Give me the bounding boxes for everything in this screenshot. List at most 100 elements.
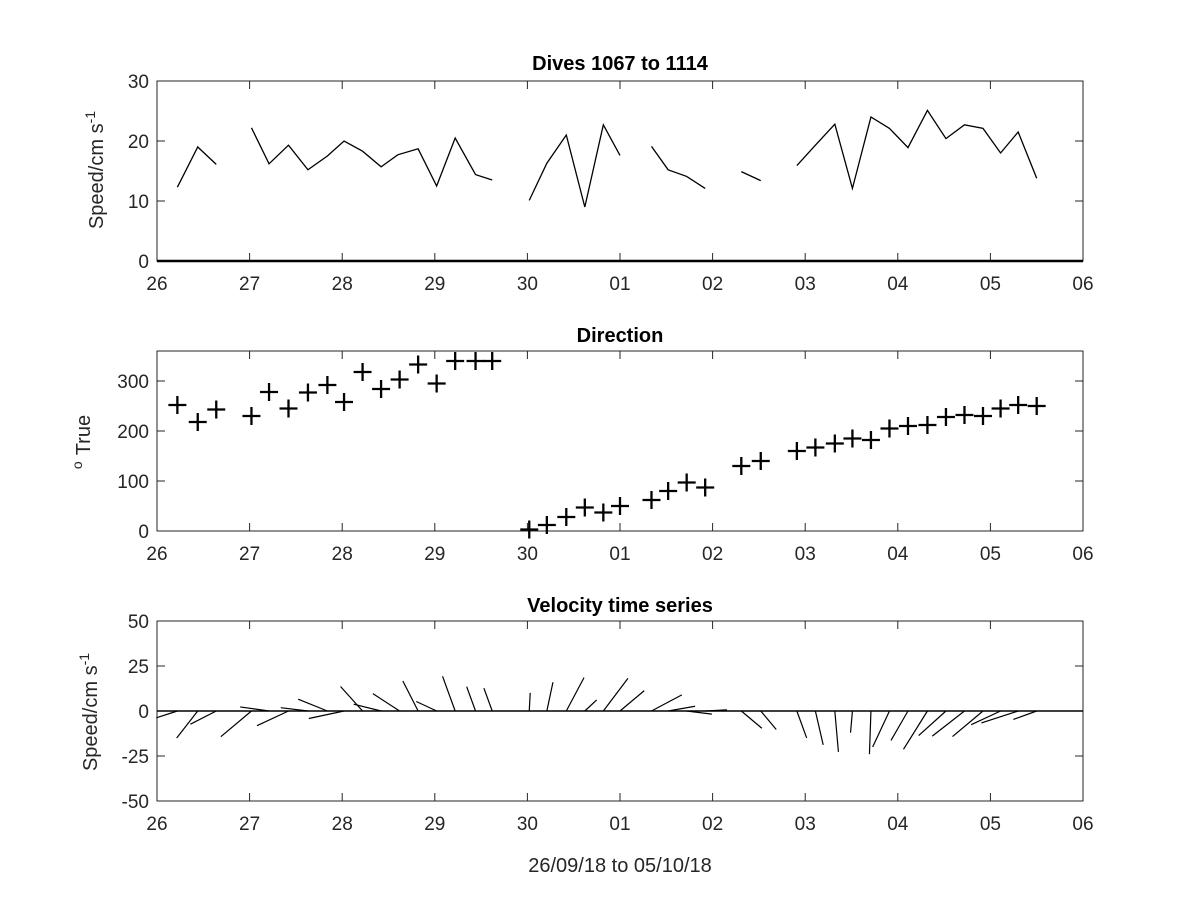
- direction-point: [372, 380, 391, 398]
- speed-xtick-label: 03: [795, 274, 816, 295]
- speed-ytick-label: 30: [128, 72, 149, 93]
- direction-xtick-label: 27: [239, 544, 260, 565]
- direction-point: [483, 352, 502, 370]
- velocity-stick: [402, 680, 419, 712]
- speed-xtick-label: 30: [517, 274, 538, 295]
- velocity-stick: [416, 700, 437, 712]
- velocity-stick: [240, 706, 270, 712]
- speed-panel-title: Dives 1067 to 1114: [532, 53, 709, 75]
- speed-line-segment: [250, 127, 493, 188]
- direction-xtick-label: 30: [517, 544, 538, 565]
- velocity-stick: [970, 710, 1001, 726]
- velocity-stick: [483, 687, 493, 712]
- velocity-stick: [308, 710, 345, 720]
- velocity-stick: [256, 710, 289, 727]
- velocity-stick: [280, 707, 309, 712]
- speed-xtick-label: 29: [424, 274, 445, 295]
- direction-xtick-label: 05: [980, 544, 1001, 565]
- velocity-xtick-label: 26: [146, 814, 167, 835]
- direction-ytick-label: 300: [117, 372, 149, 393]
- direction-point: [825, 434, 844, 453]
- direction-point: [298, 383, 317, 402]
- velocity-stick: [918, 710, 947, 737]
- direction-point: [611, 497, 629, 515]
- direction-xtick-label: 04: [887, 544, 909, 565]
- velocity-stick: [890, 710, 909, 741]
- velocity-xtick-label: 29: [424, 814, 445, 835]
- velocity-stick: [619, 690, 645, 712]
- direction-point: [843, 429, 862, 448]
- direction-point: [732, 457, 751, 475]
- speed-xtick-label: 02: [702, 274, 723, 295]
- velocity-xtick-label: 30: [517, 814, 538, 835]
- velocity-stick: [902, 710, 928, 750]
- direction-point: [806, 438, 825, 457]
- direction-xtick-label: 03: [795, 544, 816, 565]
- speed-xtick-label: 06: [1072, 274, 1093, 295]
- direction-point: [1027, 397, 1046, 415]
- velocity-stick: [668, 705, 696, 712]
- direction-point: [898, 417, 917, 435]
- speed-ytick-label: 20: [128, 132, 149, 153]
- direction-ytick-label: 100: [117, 472, 149, 493]
- direction-xtick-label: 29: [424, 544, 445, 565]
- direction-xtick-label: 06: [1072, 544, 1093, 565]
- direction-point: [318, 376, 337, 394]
- direction-xtick-label: 01: [609, 544, 630, 565]
- direction-point: [427, 374, 446, 393]
- direction-point: [1009, 396, 1028, 414]
- velocity-stick: [981, 710, 1019, 724]
- velocity-ytick-label: 25: [128, 657, 149, 678]
- velocity-xtick-label: 03: [795, 814, 816, 835]
- velocity-stick: [584, 699, 598, 712]
- velocity-stick: [760, 710, 777, 730]
- speed-xtick-label: 01: [609, 274, 630, 295]
- speed-xtick-label: 05: [980, 274, 1001, 295]
- direction-point: [991, 399, 1010, 418]
- direction-point: [751, 452, 770, 470]
- velocity-xtick-label: 04: [887, 814, 909, 835]
- velocity-stick: [834, 710, 840, 752]
- velocity-panel-xlabel: 26/09/18 to 05/10/18: [528, 855, 712, 877]
- direction-point: [409, 355, 428, 374]
- velocity-stick: [441, 676, 456, 712]
- velocity-panel-ylabel: Speed/cm s-1: [76, 653, 102, 771]
- velocity-stick: [872, 710, 891, 748]
- velocity-stick: [602, 678, 629, 712]
- velocity-stick: [651, 694, 683, 712]
- direction-point: [861, 431, 880, 449]
- velocity-stick: [565, 677, 585, 712]
- velocity-stick: [952, 710, 984, 738]
- direction-panel-title: Direction: [577, 325, 664, 347]
- direction-point: [973, 407, 992, 425]
- direction-ytick-label: 0: [138, 522, 149, 543]
- direction-point: [335, 393, 354, 411]
- speed-xtick-label: 04: [887, 274, 909, 295]
- direction-point: [353, 363, 372, 381]
- direction-point: [936, 408, 955, 426]
- velocity-stick: [466, 686, 477, 712]
- velocity-stick: [372, 693, 400, 712]
- velocity-xtick-label: 02: [702, 814, 723, 835]
- velocity-ytick-label: 0: [138, 702, 149, 723]
- speed-line-segment: [796, 109, 1038, 191]
- velocity-ytick-label: -50: [122, 792, 149, 813]
- velocity-panel: Velocity time series Speed/cm s-1 26/09/…: [76, 595, 1094, 877]
- velocity-xtick-label: 27: [239, 814, 260, 835]
- velocity-stick: [528, 692, 531, 712]
- velocity-stick: [340, 686, 364, 712]
- direction-xtick-label: 26: [146, 544, 167, 565]
- speed-line-segment: [176, 145, 217, 188]
- velocity-xtick-label: 05: [980, 814, 1001, 835]
- direction-point: [260, 383, 279, 401]
- velocity-stick: [220, 710, 252, 738]
- velocity-stick: [686, 710, 712, 715]
- direction-point: [390, 370, 409, 389]
- velocity-stick: [546, 682, 554, 712]
- velocity-stick: [705, 709, 727, 712]
- direction-point: [446, 352, 465, 370]
- velocity-stick: [740, 710, 763, 729]
- velocity-stick: [176, 710, 199, 739]
- direction-xtick-label: 28: [332, 544, 353, 565]
- direction-point: [575, 498, 594, 517]
